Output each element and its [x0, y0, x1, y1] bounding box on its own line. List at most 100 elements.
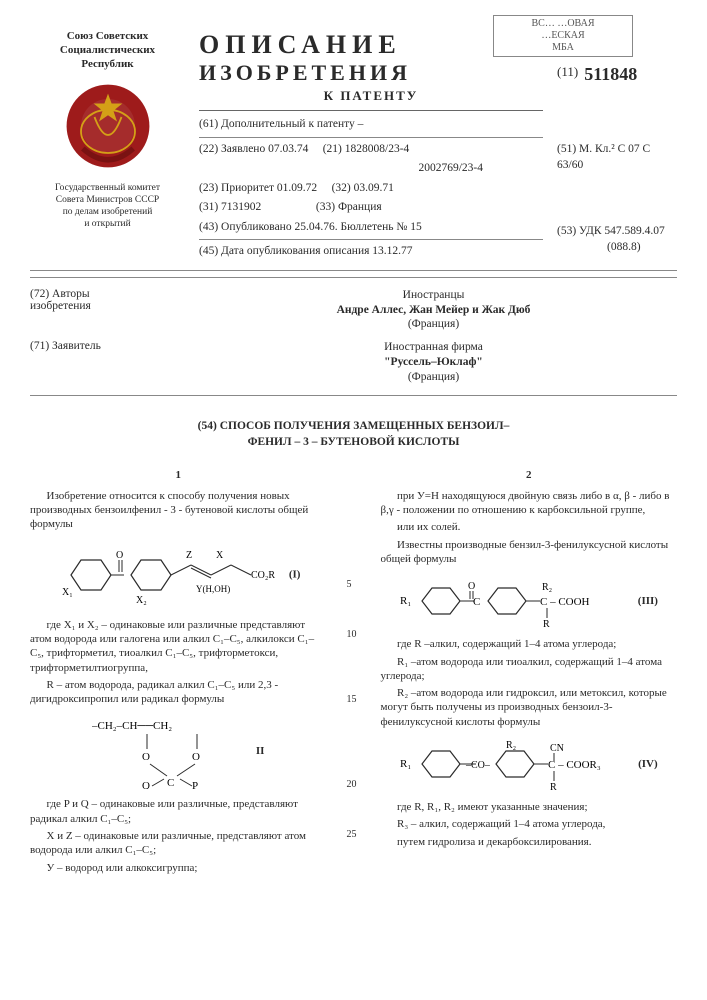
- bib-51: (51) М. Кл.² C 07 C 63/60: [557, 141, 677, 173]
- bib-53b: (088.8): [557, 241, 641, 253]
- val-71: Иностранная фирма "Руссель–Юклаф" (Франц…: [190, 340, 677, 385]
- committee-l4: и открытий: [84, 219, 130, 229]
- bib-21b: 2002769/23-4: [199, 161, 543, 177]
- patent-number-block: (11) 511848: [557, 64, 677, 85]
- colnum-left: 1: [30, 468, 327, 482]
- header-mid: ВС… …ОВАЯ …ЕСКАЯ МБА ОПИСАНИЕ ИЗОБРЕТЕНИ…: [195, 30, 547, 264]
- ln-15: 15: [347, 693, 357, 706]
- bib-row-31-33: (31) 7131902 (33) Франция: [199, 200, 543, 216]
- label-72: (72) Авторыизобретения: [30, 288, 190, 333]
- svg-text:Z: Z: [186, 550, 192, 561]
- state-emblem-icon: [63, 81, 153, 171]
- right-p1-2: или их солей.: [381, 520, 678, 534]
- val-72: Иностранцы Андре Аллес, Жан Мейер и Жак …: [190, 288, 677, 333]
- svg-text:C: C: [473, 596, 480, 608]
- sssr-line3: Республик: [81, 58, 133, 70]
- svg-text:R₁: R₁: [400, 595, 411, 607]
- bib-row-22-21: (22) Заявлено 07.03.74 (21) 1828008/23-4: [199, 142, 543, 158]
- bib-32: (32) 03.09.71: [332, 182, 394, 194]
- header-block: Союз Советских Социалистических Республи…: [30, 30, 677, 264]
- authors-block: (72) Авторыизобретения Иностранцы Андре …: [30, 277, 677, 397]
- svg-text:X₁: X₁: [62, 587, 73, 598]
- col-left: 1 Изобретение относится к способу получе…: [30, 468, 327, 877]
- formula-III: R₁ O C R₂ C – COOH R (III): [381, 574, 678, 629]
- svg-text:CN: CN: [550, 743, 564, 754]
- bibliography-block: (61) Дополнительный к патенту – (22) Зая…: [199, 117, 543, 260]
- svg-text:CO₂R: CO₂R: [251, 570, 275, 581]
- page-root: Союз Советских Социалистических Республи…: [30, 30, 677, 878]
- svg-text:C – COOH: C – COOH: [540, 596, 590, 608]
- patent-number: 511848: [584, 64, 637, 85]
- committee-l3: по делам изобретений: [63, 207, 153, 217]
- val71-name: "Руссель–Юклаф": [384, 356, 483, 368]
- right-p2-2: R₁ –атом водорода или тиоалкил, содержащ…: [381, 655, 678, 684]
- val72-country: (Франция): [408, 318, 459, 330]
- library-stamp: ВС… …ОВАЯ …ЕСКАЯ МБА: [493, 15, 633, 57]
- svg-text:O: O: [192, 751, 200, 763]
- row-71: (71) Заявитель Иностранная фирма "Руссел…: [30, 340, 677, 385]
- ln-25: 25: [347, 828, 357, 841]
- issuer-name: Союз Советских Социалистических Республи…: [30, 30, 185, 71]
- bib-row-61: (61) Дополнительный к патенту –: [199, 117, 543, 138]
- svg-text:O: O: [142, 751, 150, 763]
- title-third: К ПАТЕНТУ: [199, 88, 543, 104]
- svg-text:Q: Q: [142, 780, 150, 789]
- bib-22: (22) Заявлено 07.03.74: [199, 143, 308, 155]
- header-right: (11) 511848 (51) М. Кл.² C 07 C 63/60 (5…: [557, 30, 677, 264]
- left-p3-2: X и Z – одинаковые или различные, предст…: [30, 829, 327, 858]
- svg-text:P: P: [192, 780, 198, 789]
- body-columns: 1 Изобретение относится к способу получе…: [30, 468, 677, 877]
- val72-pre: Иностранцы: [403, 289, 465, 301]
- svg-text:R: R: [550, 782, 557, 792]
- right-p2-1: где R –алкил, содержащий 1–4 атома углер…: [381, 637, 678, 651]
- committee-l1: Государственный комитет: [55, 183, 160, 193]
- right-p3-3: путем гидролиза и декарбоксилирования.: [381, 835, 678, 849]
- ln-20: 20: [347, 778, 357, 791]
- right-p2-3: R₂ –атом водорода или гидроксил, или мет…: [381, 686, 678, 729]
- left-p1: Изобретение относится к способу получени…: [30, 489, 327, 532]
- left-p3-3: У – водород или алкоксигруппа;: [30, 861, 327, 875]
- divider-1: [30, 270, 677, 271]
- bib-53: (53) УДК 547.589.4.07 (088.8): [557, 223, 677, 255]
- title-main: ОПИСАНИЕ: [199, 30, 543, 60]
- sssr-line1: Союз Советских: [67, 30, 149, 42]
- formula-II-label: II: [256, 745, 265, 757]
- bib-23: (23) Приоритет 01.09.72: [199, 182, 317, 194]
- row-72: (72) Авторыизобретения Иностранцы Андре …: [30, 288, 677, 333]
- bib-33: (33) Франция: [316, 201, 382, 213]
- col-right: 2 при У=Н находящуюся двойную связь либо…: [381, 468, 678, 877]
- bib-row-43: (43) Опубликовано 25.04.76. Бюллетень № …: [199, 220, 543, 241]
- line-number-gutter: 5 10 15 20 25: [345, 468, 363, 877]
- bib-row-45: (45) Дата опубликования описания 13.12.7…: [199, 244, 543, 260]
- stamp-l1: ВС… …ОВАЯ: [532, 18, 595, 29]
- bib-31: (31) 7131902: [199, 201, 261, 213]
- formula-I-label: (I): [289, 568, 301, 580]
- formula-IV: R₁ –CO– R₂ CN C – COOR₃ R (IV): [381, 737, 678, 792]
- svg-text:–CH₂–CH──CH₂: –CH₂–CH──CH₂: [92, 720, 172, 732]
- val72-names: Андре Аллес, Жан Мейер и Жак Дюб: [337, 304, 531, 316]
- stamp-l2: …ЕСКАЯ: [541, 30, 584, 41]
- right-p3-1: где R, R₁, R₂ имеют указанные значения;: [381, 800, 678, 814]
- svg-text:C – COOR₃: C – COOR₃: [548, 759, 601, 771]
- svg-text:O: O: [468, 581, 475, 592]
- bib-row-23-32: (23) Приоритет 01.09.72 (32) 03.09.71: [199, 181, 543, 197]
- val71-country: (Франция): [408, 371, 459, 383]
- svg-text:R₂: R₂: [506, 740, 516, 751]
- sssr-line2: Социалистических: [60, 44, 155, 56]
- patent-num-label: (11): [557, 64, 578, 85]
- right-p1-1: при У=Н находящуюся двойную связь либо в…: [381, 489, 678, 518]
- val71-pre: Иностранная фирма: [384, 341, 483, 353]
- svg-text:R: R: [543, 619, 550, 629]
- title-block: ВС… …ОВАЯ …ЕСКАЯ МБА ОПИСАНИЕ ИЗОБРЕТЕНИ…: [199, 30, 543, 111]
- right-p1-3: Известны производные бензил-3-фенилуксус…: [381, 538, 678, 567]
- formula-III-label: (III): [638, 595, 658, 607]
- svg-text:–CO–: –CO–: [465, 760, 491, 771]
- left-p3-1: где P и Q – одинаковые или различные, пр…: [30, 797, 327, 826]
- svg-text:X: X: [216, 550, 224, 561]
- formula-I: X₁ O X₂ Z X Y(H,OH: [30, 540, 327, 610]
- bib-53a: (53) УДК 547.589.4.07: [557, 225, 665, 237]
- section-title-54: (54) СПОСОБ ПОЛУЧЕНИЯ ЗАМЕЩЕННЫХ БЕНЗОИЛ…: [127, 418, 580, 450]
- label-71: (71) Заявитель: [30, 340, 190, 385]
- bib-21a: (21) 1828008/23-4: [323, 143, 410, 155]
- ln-10: 10: [347, 628, 357, 641]
